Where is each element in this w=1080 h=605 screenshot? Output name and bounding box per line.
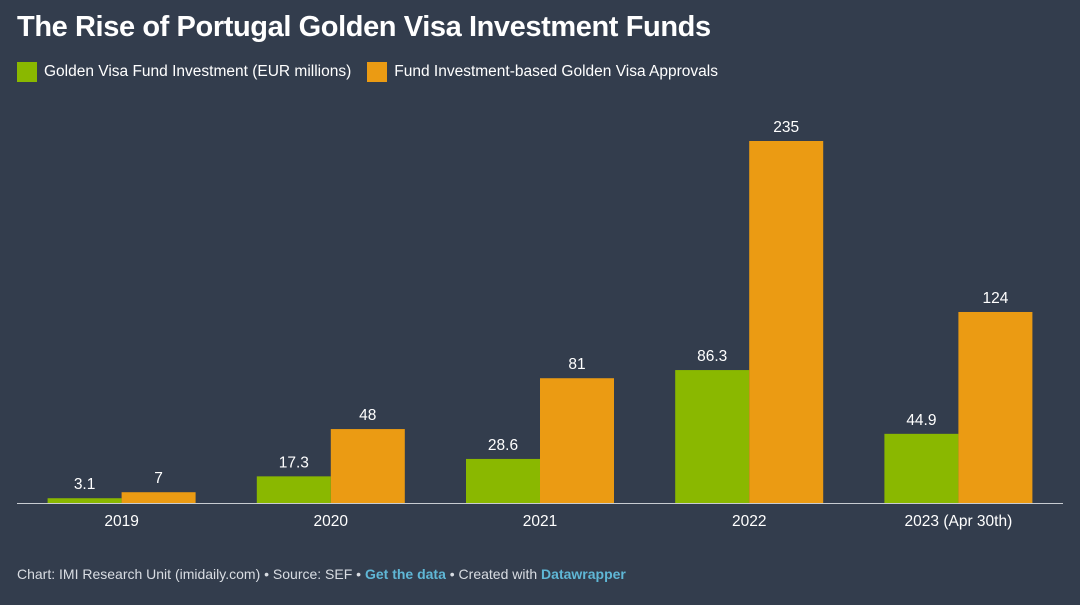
data-label-fund-investment-3: 86.3 [697, 348, 727, 365]
data-label-visa-approvals-4: 124 [982, 290, 1008, 307]
bar-visa-approvals-1 [330, 429, 405, 503]
footer-credit: Chart: IMI Research Unit (imidaily.com) … [17, 566, 362, 582]
x-tick-label-4: 2023 (Apr 30th) [905, 513, 1013, 530]
bar-visa-approvals-3 [749, 141, 824, 503]
data-label-fund-investment-1: 17.3 [279, 454, 309, 471]
bar-fund-investment-3 [675, 370, 750, 503]
legend-label-visa-approvals: Fund Investment-based Golden Visa Approv… [394, 63, 718, 80]
footer: Chart: IMI Research Unit (imidaily.com) … [17, 566, 626, 582]
data-label-visa-approvals-0: 7 [154, 470, 163, 487]
data-label-visa-approvals-1: 48 [359, 407, 376, 424]
bar-fund-investment-1 [256, 476, 331, 503]
data-label-fund-investment-0: 3.1 [74, 476, 96, 493]
legend-item-fund-investment: Golden Visa Fund Investment (EUR million… [17, 62, 351, 82]
bar-visa-approvals-2 [540, 378, 614, 503]
bar-fund-investment-2 [466, 458, 540, 503]
legend-item-visa-approvals: Fund Investment-based Golden Visa Approv… [367, 62, 718, 82]
data-label-fund-investment-4: 44.9 [906, 412, 936, 429]
data-label-visa-approvals-2: 81 [568, 356, 585, 373]
bar-fund-investment-4 [884, 433, 959, 503]
bar-visa-approvals-4 [958, 311, 1033, 503]
bar-visa-approvals-0 [121, 492, 196, 503]
legend-swatch-visa-approvals [367, 62, 388, 82]
data-label-fund-investment-2: 28.6 [488, 437, 518, 454]
legend: Golden Visa Fund Investment (EUR million… [17, 62, 734, 82]
x-tick-label-2: 2021 [523, 513, 557, 530]
x-tick-label-1: 2020 [314, 513, 349, 530]
get-the-data-link[interactable]: Get the data [364, 566, 446, 582]
x-tick-label-0: 2019 [104, 513, 138, 530]
datawrapper-link[interactable]: Datawrapper [541, 566, 626, 582]
legend-label-fund-investment: Golden Visa Fund Investment (EUR million… [44, 63, 352, 80]
footer-created-with: • Created with [449, 566, 538, 582]
legend-swatch-fund-investment [17, 62, 37, 82]
x-tick-label-3: 2022 [732, 513, 766, 530]
chart-title: The Rise of Portugal Golden Visa Investm… [17, 11, 711, 43]
bar-fund-investment-0 [47, 498, 122, 503]
data-label-visa-approvals-3: 235 [773, 119, 799, 136]
